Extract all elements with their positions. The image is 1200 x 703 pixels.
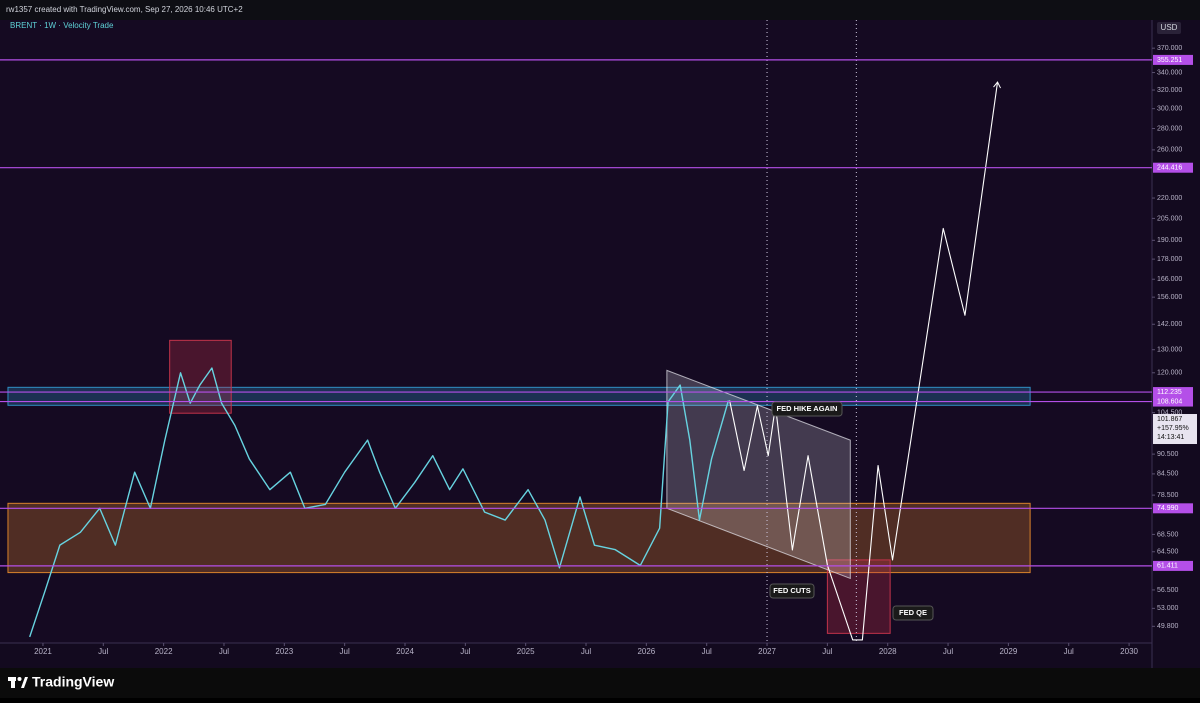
last-change: +157.95% [1157, 425, 1189, 432]
annotation: FED QE [899, 608, 927, 617]
y-tick-label: 260.000 [1157, 147, 1182, 154]
time-axis [0, 643, 1152, 668]
x-tick-label: 2022 [155, 647, 173, 656]
level-label: 244.416 [1157, 165, 1182, 172]
level-label-box [1153, 162, 1193, 173]
currency-box [1157, 22, 1181, 34]
x-tick-label: 2021 [34, 647, 52, 656]
y-tick-label: 190.000 [1157, 237, 1182, 244]
x-tick-label: Jul [702, 647, 712, 656]
level-label-box [1153, 396, 1193, 407]
price-axis [1152, 20, 1200, 668]
plot-area [0, 20, 1152, 643]
header-bar [0, 0, 1200, 20]
last-price: 101.867 [1157, 416, 1182, 423]
series-line [29, 367, 730, 638]
y-tick-label: 64.500 [1157, 549, 1179, 556]
level-label-box [1153, 387, 1193, 398]
level-label: 74.990 [1157, 505, 1179, 512]
y-tick-label: 178.000 [1157, 256, 1182, 263]
level-label: 112.235 [1157, 389, 1182, 396]
footer-bar [0, 668, 1200, 698]
channel [666, 369, 851, 580]
zone [7, 386, 1031, 406]
series-line [729, 81, 999, 641]
y-tick-label: 53.000 [1157, 605, 1179, 612]
y-tick-label: 90.500 [1157, 451, 1179, 458]
x-tick-label: 2027 [758, 647, 776, 656]
y-tick-label: 340.000 [1157, 69, 1182, 76]
y-tick-label: 78.500 [1157, 492, 1179, 499]
y-tick-label: 205.000 [1157, 215, 1182, 222]
arrow-head [993, 81, 1001, 89]
x-tick-label: 2028 [879, 647, 897, 656]
level-label-box [1153, 560, 1193, 571]
last-price-box [1153, 414, 1197, 445]
annotation: FED HIKE AGAIN [777, 404, 838, 413]
annotation-box [771, 401, 843, 417]
y-tick-label: 320.000 [1157, 87, 1182, 94]
level-label: 108.604 [1157, 398, 1182, 405]
countdown: 14:13:41 [1157, 434, 1184, 441]
symbol-legend: BRENT · 1W · Velocity Trade [10, 21, 114, 30]
x-tick-label: Jul [98, 647, 108, 656]
x-tick-label: 2025 [517, 647, 535, 656]
x-tick-label: Jul [219, 647, 229, 656]
x-tick-label: Jul [822, 647, 832, 656]
annotation-box [769, 583, 815, 599]
y-tick-label: 84.500 [1157, 471, 1179, 478]
currency: USD [1161, 23, 1178, 32]
x-tick-label: Jul [1064, 647, 1074, 656]
annotation: FED CUTS [773, 586, 811, 595]
x-tick-label: 2030 [1120, 647, 1138, 656]
x-tick-label: Jul [460, 647, 470, 656]
x-tick-label: Jul [581, 647, 591, 656]
level-label-box [1153, 54, 1193, 65]
y-tick-label: 56.500 [1157, 587, 1179, 594]
brand: TradingView [32, 674, 114, 690]
logo [8, 677, 28, 688]
y-tick-label: 220.000 [1157, 195, 1182, 202]
y-tick-label: 300.000 [1157, 105, 1182, 112]
level-label: 61.411 [1157, 563, 1178, 570]
x-tick-label: 2029 [999, 647, 1017, 656]
x-tick-label: 2024 [396, 647, 414, 656]
y-tick-label: 49.800 [1157, 623, 1179, 630]
y-tick-label: 280.000 [1157, 125, 1182, 132]
x-tick-label: 2026 [637, 647, 655, 656]
y-tick-label: 156.000 [1157, 294, 1182, 301]
y-tick-label: 130.000 [1157, 347, 1182, 354]
x-tick-label: Jul [340, 647, 350, 656]
y-tick-label: 120.000 [1157, 370, 1182, 377]
annotation-box [892, 605, 934, 621]
y-tick-label: 166.000 [1157, 276, 1182, 283]
level-label: 355.251 [1157, 57, 1182, 64]
header-text: rw1357 created with TradingView.com, Sep… [6, 5, 243, 14]
zone [7, 502, 1031, 574]
y-tick-label: 104.500 [1157, 409, 1182, 416]
y-tick-label: 68.500 [1157, 531, 1179, 538]
x-tick-label: 2023 [275, 647, 293, 656]
level-label-box [1153, 503, 1193, 514]
y-tick-label: 370.000 [1157, 45, 1182, 52]
x-tick-label: Jul [943, 647, 953, 656]
y-tick-label: 142.000 [1157, 321, 1182, 328]
